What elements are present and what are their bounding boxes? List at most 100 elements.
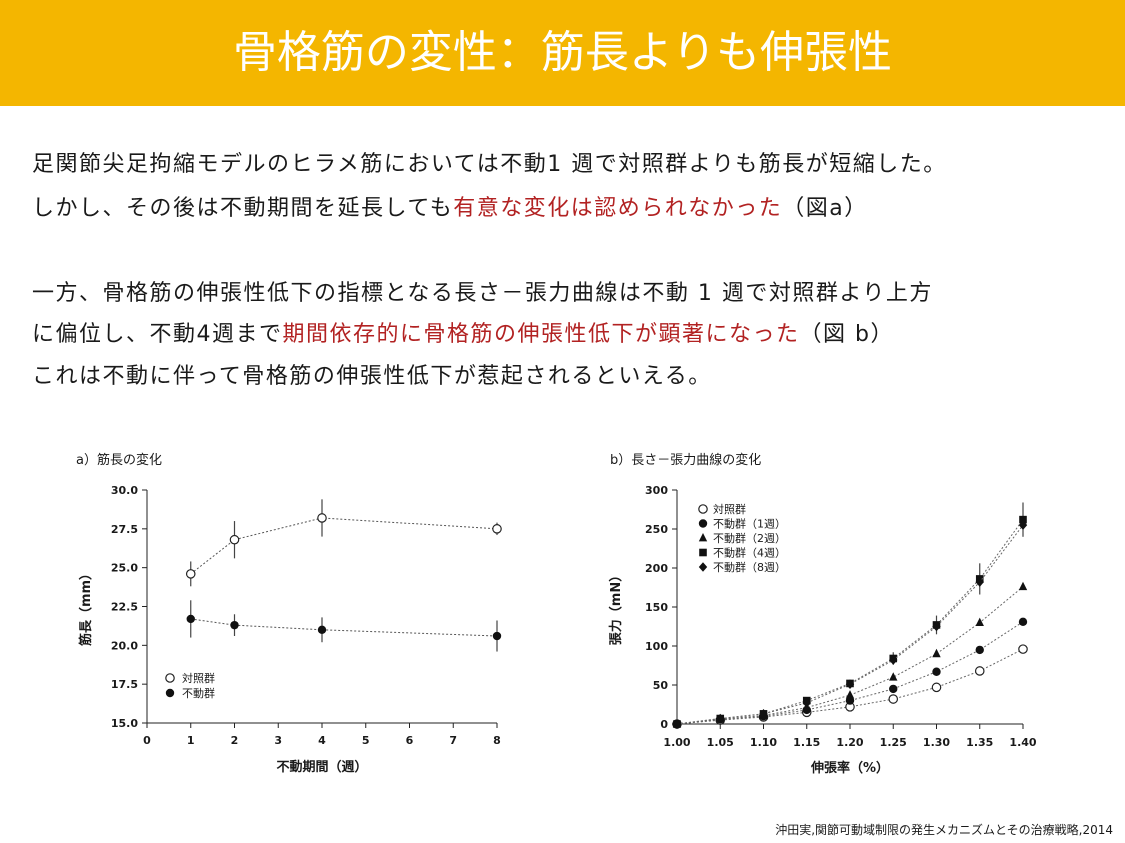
chart-b-legend-marker [698,533,708,542]
chart-b-legend-marker [698,519,708,528]
chart-b-data-point [1019,515,1027,524]
chart-b-y-tick-label: 100 [645,640,668,653]
chart-b-x-tick-label: 1.25 [880,736,907,749]
chart-b-data-point [1018,581,1028,591]
chart-b-data-point [932,667,941,676]
chart-b-x-tick-label: 1.30 [923,736,950,749]
chart-b-y-tick-label: 50 [653,679,669,692]
chart-b-data-point [1018,520,1028,530]
slide-title: 骨格筋の変性：筋長よりも伸張性 [232,27,893,78]
chart-b-legend-label: 不動群（4週） [713,546,786,560]
chart-b-series-line [676,519,1024,725]
chart-b-data-point [975,617,984,626]
chart-b-title: b）長さ－張力曲線の変化 [610,452,761,468]
chart-a-data-point [317,625,327,634]
chart-a-series-line [190,618,498,637]
chart-b-y-tick-label: 200 [645,562,668,575]
p2-line2-start: に偏位し、不動4週まで [32,322,283,347]
p2-highlight-extensibility-decline: 期間依存的に骨格筋の伸張性低下が顕著になった [282,322,800,347]
chart-b-legend-marker [698,504,708,514]
chart-b-data-point [932,648,941,658]
chart-b-series-week-8 [672,520,1028,729]
chart-a-series-line [190,517,498,575]
chart-b-data-point [931,682,942,693]
chart-b-data-point [975,577,984,587]
chart-b-legend-label: 不動群（1週） [713,517,786,531]
chart-b-x-tick-label: 1.40 [1009,736,1036,749]
chart-a-y-tick-label: 27.5 [111,523,138,536]
chart-b-legend-label: 対照群 [713,502,746,516]
chart-a-data-point [492,524,502,534]
paragraph-1-line-1: 足関節尖足拘縮モデルのヒラメ筋においては不動1 週で対照群よりも筋長が短縮した。 [32,152,947,177]
paragraph-2-line-2: に偏位し、不動4週まで期間依存的に骨格筋の伸張性低下が顕著になった（図 b） [32,316,894,348]
chart-a-x-axis-label: 不動期間（週） [276,759,367,775]
chart-b-data-point [889,684,898,694]
chart-a-y-tick-label: 15.0 [111,717,138,730]
chart-b-x-tick-label: 1.20 [836,736,863,749]
chart-a-series-control [185,499,502,587]
chart-b-y-tick-label: 250 [645,523,668,536]
chart-a-data-point [229,534,240,545]
chart-b-x-tick-label: 1.05 [707,736,734,749]
chart-a-legend-label: 不動群 [182,686,215,700]
chart-b-data-point [932,621,941,632]
chart-a-x-tick-label: 7 [449,734,457,747]
chart-a-x-tick-label: 5 [362,734,370,747]
chart-a-x-tick-label: 8 [493,734,501,747]
chart-b-legend-marker [698,562,708,572]
chart-a-y-tick-label: 20.0 [111,639,138,652]
chart-b-series-line [676,524,1024,725]
chart-b-x-tick-label: 1.15 [793,736,820,749]
chart-b-data-point [672,719,682,729]
paragraph-1-line-2: しかし、その後は不動期間を延長しても有意な変化は認められなかった（図a） [32,190,868,222]
chart-a-y-tick-label: 25.0 [111,562,138,575]
chart-b-data-point [889,672,898,681]
p2-figure-ref: （図 b） [799,322,894,347]
chart-b-y-tick-label: 150 [645,601,668,614]
chart-a-x-tick-label: 0 [143,734,151,747]
chart-a-title: a）筋長の変化 [76,452,162,468]
chart-b-y-tick-label: 300 [645,484,668,497]
chart-b-x-tick-label: 1.35 [966,736,993,749]
p1-line2-start: しかし、その後は不動期間を延長しても [32,196,454,221]
chart-a-x-tick-label: 1 [187,734,195,747]
chart-b-data-point [802,698,811,708]
chart-a-legend-marker [165,673,175,683]
chart-b-legend-label: 不動群（2週） [713,531,786,545]
chart-b-x-tick-label: 1.00 [663,736,690,749]
chart-b-data-point [975,645,984,655]
chart-b-legend-marker [699,548,707,557]
chart-b-legend-label: 不動群（8週） [713,560,786,574]
chart-b-data-point [888,694,899,704]
chart-a-data-point [186,614,195,624]
chart-b-data-point [716,713,725,724]
title-banner [0,0,1125,106]
chart-b-data-point [1018,617,1028,627]
chart-a-y-tick-label: 30.0 [111,484,138,497]
p1-figure-ref: （図a） [782,196,868,221]
chart-a-x-tick-label: 2 [231,734,239,747]
chart-a-y-tick-label: 22.5 [111,601,138,614]
chart-a-muscle-length: a）筋長の変化 15.0 17.5 20.0 22.5 25.0 27.5 30.0 0 1 2 3 4… [76,452,502,775]
chart-a-x-tick-label: 4 [318,734,326,747]
chart-a-y-tick-label: 17.5 [111,678,138,691]
chart-a-x-tick-label: 6 [406,734,414,747]
chart-b-data-point [845,690,855,699]
p1-highlight-no-significant-change: 有意な変化は認められなかった [453,196,783,221]
chart-a-data-point [185,569,196,579]
chart-a-data-point [230,620,239,630]
chart-a-legend-marker [165,688,175,698]
chart-a-legend-label: 対照群 [182,671,215,685]
chart-b-y-axis-label: 張力（mN） [608,569,624,645]
chart-a-data-point [492,631,502,641]
chart-a-data-point [317,513,327,523]
chart-b-data-point [759,709,768,719]
citation: 沖田実,関節可動域制限の発生メカニズムとその治療戦略,2014 [775,823,1113,837]
chart-b-series-line [676,586,1024,725]
chart-b-data-point [845,679,855,690]
chart-b-x-tick-label: 1.10 [750,736,777,749]
chart-a-y-axis-label: 筋長（mm） [78,567,94,647]
chart-a-series-immobilized [186,600,502,652]
chart-b-y-tick-label: 0 [660,718,668,731]
chart-b-data-point [889,655,898,665]
